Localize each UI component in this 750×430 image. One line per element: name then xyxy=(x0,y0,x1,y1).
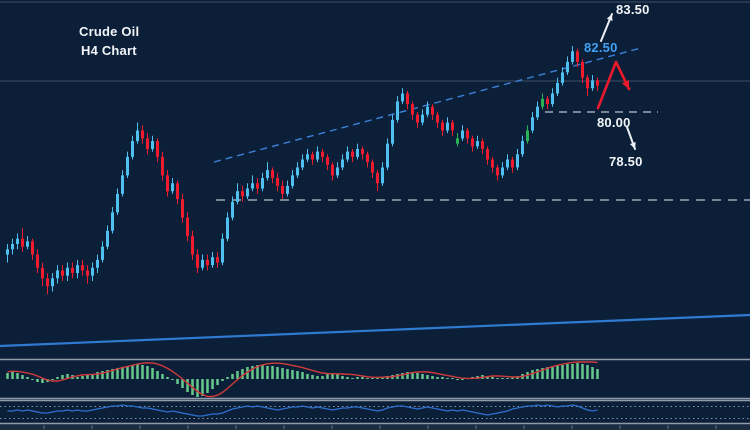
oscillator-line xyxy=(7,404,598,417)
price-label-support: 80.00 xyxy=(597,115,631,130)
macd-panel xyxy=(0,358,750,400)
time-axis xyxy=(0,424,750,430)
candles xyxy=(6,46,599,295)
arrow-up-to-target xyxy=(600,13,613,42)
symbol-title: Crude Oil xyxy=(79,24,140,39)
price-label-target: 83.50 xyxy=(616,2,650,17)
price-label-breakdown: 78.50 xyxy=(609,154,643,169)
price-label-resistance: 82.50 xyxy=(584,40,618,55)
arrow-down-to-breakdown xyxy=(626,126,636,150)
timeframe-subtitle: H4 Chart xyxy=(81,43,137,58)
ma-line xyxy=(0,313,750,348)
oscillator-panel xyxy=(0,399,750,425)
arrow-red-projection xyxy=(596,60,631,110)
macd-signal-line xyxy=(7,361,598,398)
